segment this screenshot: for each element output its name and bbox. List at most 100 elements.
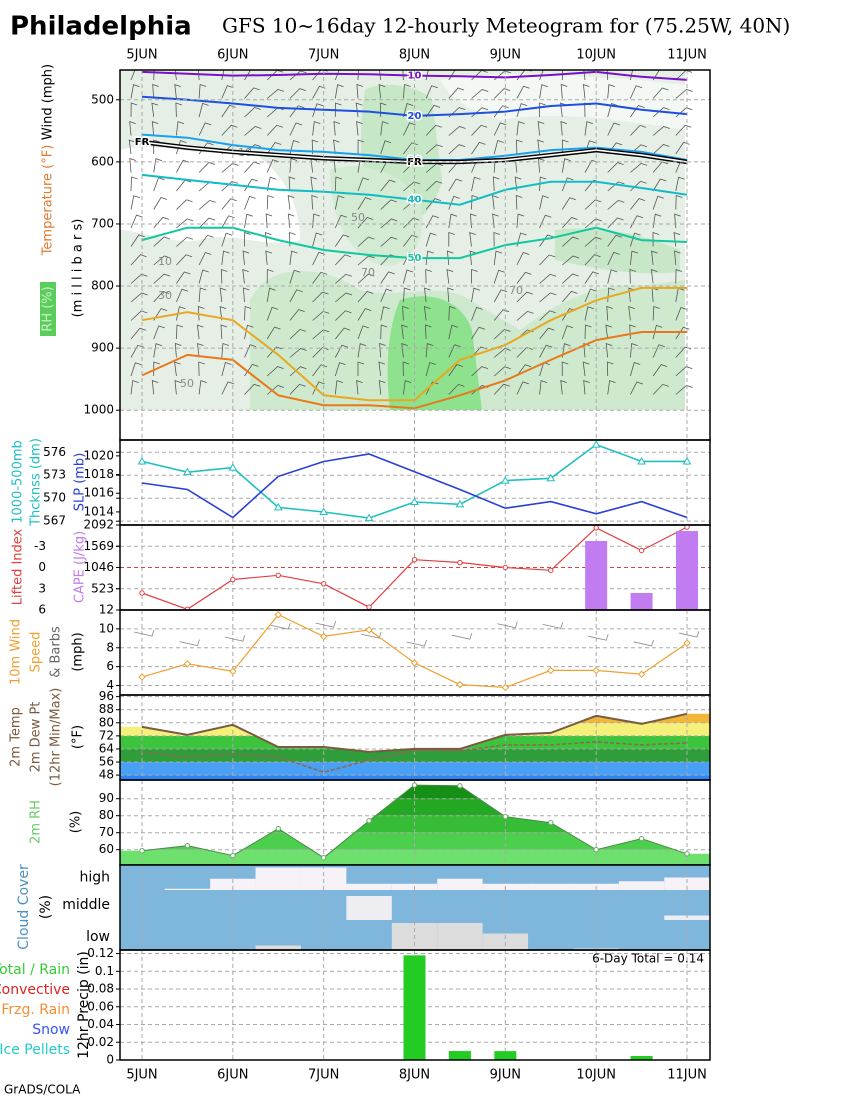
wind-barb xyxy=(539,292,557,303)
wind-barb xyxy=(425,180,443,192)
wind-barb xyxy=(401,343,408,358)
wind-barb xyxy=(176,236,194,247)
wind-barb xyxy=(266,268,274,284)
wind-barb xyxy=(402,361,410,377)
wind-barb xyxy=(516,271,532,284)
y-tick-label: 1014 xyxy=(83,504,114,518)
wind-barb xyxy=(652,383,669,395)
wind-barb xyxy=(539,344,553,358)
point xyxy=(320,854,327,861)
wind-barb xyxy=(357,217,374,229)
wind-barb xyxy=(380,121,389,136)
wind-barb xyxy=(425,343,434,358)
wind-barb xyxy=(628,306,635,321)
y-tick-label: 1020 xyxy=(83,448,114,462)
point xyxy=(548,819,554,826)
x-tick-label: 7JUN xyxy=(308,1068,339,1083)
wind-barb xyxy=(312,251,325,266)
cloud-gap xyxy=(255,867,301,890)
wind-barb xyxy=(357,70,359,81)
wind-barb xyxy=(675,194,683,210)
wind-barb xyxy=(270,622,291,630)
wind-barb xyxy=(492,195,499,210)
isotherm-label: 20 xyxy=(408,111,422,122)
wind-barb xyxy=(220,324,228,340)
y-tick-label: -3 xyxy=(34,539,46,553)
wind-barb xyxy=(130,70,136,81)
wind-barb xyxy=(514,176,522,192)
wind-barb xyxy=(266,194,274,210)
wind-barb xyxy=(244,107,261,118)
wind-barb xyxy=(493,366,511,377)
wind-barb xyxy=(175,102,183,118)
legend-entry: Frzg. Rain xyxy=(1,1002,70,1018)
x-tick-label: 9JUN xyxy=(490,1068,521,1083)
y-tick-label: 72 xyxy=(99,728,114,742)
wind-barb xyxy=(289,348,307,358)
point xyxy=(184,842,191,849)
wind-barb xyxy=(379,342,386,358)
axis-label: RH (%) xyxy=(41,286,56,331)
wind-barb xyxy=(493,289,508,303)
point xyxy=(320,581,327,587)
wind-barb xyxy=(630,198,646,210)
wind-barb xyxy=(130,292,148,303)
x-tick-label: 9JUN xyxy=(490,48,521,63)
wind-barb xyxy=(174,342,182,358)
wind-barb xyxy=(266,385,285,395)
wind-barb xyxy=(678,630,700,638)
wind-barb xyxy=(406,639,427,647)
wind-barb xyxy=(584,288,597,303)
y-tick-label: 48 xyxy=(99,768,114,782)
wind-barb xyxy=(356,83,364,99)
axis-label: Lifted Index xyxy=(11,528,26,605)
wind-barb xyxy=(652,324,663,340)
isotherm-label: 40 xyxy=(408,195,422,206)
wind-barb xyxy=(312,291,329,303)
wind-barb xyxy=(675,124,692,136)
wind-barb xyxy=(448,324,458,340)
y-tick-label: 80 xyxy=(99,808,114,822)
wind-barb xyxy=(357,255,375,266)
wind-barb xyxy=(219,287,227,303)
axis-label: 2m RH xyxy=(29,800,44,844)
wind-barb xyxy=(403,83,411,99)
wind-barb xyxy=(493,309,510,321)
wind-barb xyxy=(357,343,367,358)
wind-barb xyxy=(652,213,662,229)
wind-barb xyxy=(630,162,648,173)
wind-barb xyxy=(584,306,594,321)
wind-barb xyxy=(583,380,590,395)
cloud-gap xyxy=(346,896,392,920)
wind-barb xyxy=(561,197,576,210)
y-tick-label: 10 xyxy=(99,621,114,635)
wind-barb xyxy=(607,162,624,173)
wind-barb xyxy=(652,364,668,377)
wind-barb xyxy=(360,632,382,639)
wind-barb xyxy=(425,104,441,118)
y-tick-label: 0.06 xyxy=(87,999,114,1013)
wind-barb xyxy=(652,87,669,99)
point xyxy=(139,590,145,596)
location: Philadelphia xyxy=(10,12,192,42)
point xyxy=(411,557,418,563)
y-tick-label: 6 xyxy=(106,659,114,673)
wind-barb xyxy=(198,287,207,303)
wind-barb xyxy=(652,344,666,358)
wind-barb xyxy=(289,328,307,340)
precip-bar xyxy=(494,1051,517,1060)
wind-barb xyxy=(675,141,690,155)
wind-barb xyxy=(244,87,260,99)
y-tick-label: 570 xyxy=(43,491,66,505)
wind-barb xyxy=(198,234,214,247)
wind-barb xyxy=(516,252,530,266)
wind-barb xyxy=(652,107,670,118)
point xyxy=(319,632,328,641)
wind-barb xyxy=(265,213,273,229)
wind-barb xyxy=(176,218,194,229)
wind-barb xyxy=(516,103,528,118)
wind-barb xyxy=(493,105,509,118)
wind-barb xyxy=(539,254,556,266)
axis-label: 2m Temp xyxy=(9,707,24,767)
legend-entry: Convective xyxy=(0,982,70,998)
